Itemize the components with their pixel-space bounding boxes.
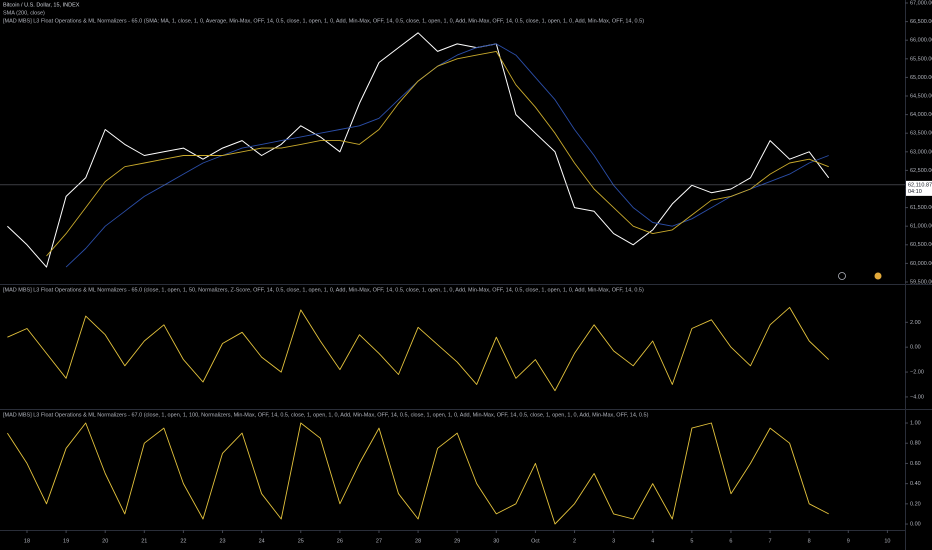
countdown: 04:10 [908, 189, 922, 195]
series-line [7, 32, 830, 268]
x-tick-label: 28 [415, 538, 421, 544]
last-price-label: 62,110.87 [908, 182, 932, 188]
y-tick-label: 60,000.00 [910, 261, 932, 267]
series-line [65, 43, 829, 268]
x-tick-label: 22 [180, 538, 186, 544]
x-tick-label: 26 [337, 538, 343, 544]
y-tick-label: 0.00 [910, 521, 921, 527]
x-tick-label: 30 [493, 538, 499, 544]
y-tick-label: −2.00 [910, 370, 924, 376]
y-tick-label: 60,500.00 [910, 242, 932, 248]
y-tick-label: 62,500.00 [910, 168, 932, 174]
y-tick-label: 0.40 [910, 481, 921, 487]
x-tick-label: 8 [808, 538, 811, 544]
x-tick-label: 20 [102, 538, 108, 544]
y-tick-label: 0.60 [910, 461, 921, 467]
legend-entry: SMA (200, close) [3, 10, 45, 16]
x-tick-label: 5 [690, 538, 693, 544]
x-tick-label: 24 [259, 538, 265, 544]
y-tick-label: 66,500.00 [910, 19, 932, 25]
x-tick-label: 4 [651, 538, 654, 544]
y-tick-label: 64,500.00 [910, 93, 932, 99]
y-tick-label: 61,000.00 [910, 224, 932, 230]
series-line [46, 50, 829, 257]
x-tick-label: Oct [531, 538, 540, 544]
x-tick-label: 2 [573, 538, 576, 544]
legend-entry: [MAD MBS] L3 Float Operations & ML Norma… [3, 287, 644, 293]
x-tick-label: 25 [298, 538, 304, 544]
x-tick-label: 19 [63, 538, 69, 544]
y-tick-label: 59,500.00 [910, 279, 932, 285]
x-tick-label: 6 [729, 538, 732, 544]
series-line [7, 306, 830, 392]
y-tick-label: 65,500.00 [910, 56, 932, 62]
x-tick-label: 7 [769, 538, 772, 544]
y-tick-label: 63,500.00 [910, 131, 932, 137]
y-tick-label: 64,000.00 [910, 112, 932, 118]
x-tick-label: 29 [454, 538, 460, 544]
y-tick-label: 63,000.00 [910, 149, 932, 155]
x-tick-label: 18 [24, 538, 30, 544]
last-price-box [906, 180, 932, 196]
y-tick-label: 0.00 [910, 345, 921, 351]
x-tick-label: 9 [847, 538, 850, 544]
y-tick-label: 61,500.00 [910, 205, 932, 211]
series-line [7, 422, 829, 525]
legend-entry: [MAD MBS] L3 Float Operations & ML Norma… [3, 412, 649, 418]
x-tick-label: 27 [376, 538, 382, 544]
y-tick-label: −4.00 [910, 394, 924, 400]
x-tick-label: 10 [884, 538, 890, 544]
y-tick-label: 1.00 [910, 420, 921, 426]
icon[interactable] [874, 272, 882, 280]
pane-title: Bitcoin / U.S. Dollar, 15, INDEX [3, 2, 80, 8]
x-tick-label: 23 [219, 538, 225, 544]
y-tick-label: 0.20 [910, 501, 921, 507]
y-tick-label: 66,000.00 [910, 38, 932, 44]
x-tick-label: 21 [141, 538, 147, 544]
y-tick-label: 0.80 [910, 441, 921, 447]
y-tick-label: 67,000.00 [910, 0, 932, 6]
y-tick-label: 2.00 [910, 320, 921, 326]
y-tick-label: 65,000.00 [910, 75, 932, 81]
legend-entry: [MAD MBS] L3 Float Operations & ML Norma… [3, 18, 644, 24]
icon[interactable] [838, 272, 846, 280]
x-tick-label: 3 [612, 538, 615, 544]
